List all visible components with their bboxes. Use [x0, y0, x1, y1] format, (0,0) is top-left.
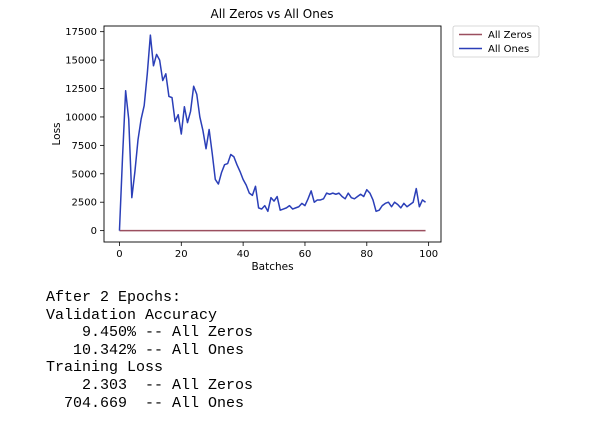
x-tick-label: 100 [419, 249, 438, 260]
legend-label-all-ones: All Ones [488, 44, 529, 55]
output-line: 2.303 -- All Zeros [46, 376, 254, 394]
y-tick-label: 10000 [65, 112, 97, 123]
x-axis-label: Batches [251, 261, 293, 273]
x-tick-label: 40 [237, 249, 250, 260]
y-tick-label: 15000 [65, 56, 97, 67]
y-tick-label: 17500 [65, 27, 97, 38]
plot-frame [103, 25, 442, 243]
series-line-all-ones [118, 34, 426, 231]
output-line: 9.450% -- All Zeros [46, 324, 254, 342]
x-tick-label: 80 [360, 249, 373, 260]
output-line: 10.342% -- All Ones [46, 341, 245, 359]
y-tick-label: 0 [91, 226, 97, 237]
y-tick-label: 7500 [72, 141, 97, 152]
chart-title: All Zeros vs All Ones [211, 7, 334, 21]
training-output-text: After 2 Epochs: Validation Accuracy 9.450… [46, 289, 253, 412]
x-tick-label: 0 [116, 249, 122, 260]
output-line: After 2 Epochs: [46, 289, 182, 306]
output-line: Training Loss [46, 359, 164, 377]
y-tick-label: 12500 [65, 84, 97, 95]
y-tick-label: 5000 [72, 169, 97, 180]
legend: All Zeros All Ones [452, 25, 540, 58]
output-line: 704.669 -- All Ones [46, 394, 245, 412]
x-tick-label: 60 [299, 249, 312, 260]
y-tick-label: 2500 [72, 198, 97, 209]
loss-chart: All Zeros vs All Ones 0 20 40 60 80 100 0 2500… [51, 7, 540, 273]
x-tick-label: 20 [175, 249, 188, 260]
legend-label-all-zeros: All Zeros [488, 30, 532, 41]
output-line: Validation Accuracy [46, 306, 218, 324]
y-axis-label: Loss [51, 122, 63, 145]
